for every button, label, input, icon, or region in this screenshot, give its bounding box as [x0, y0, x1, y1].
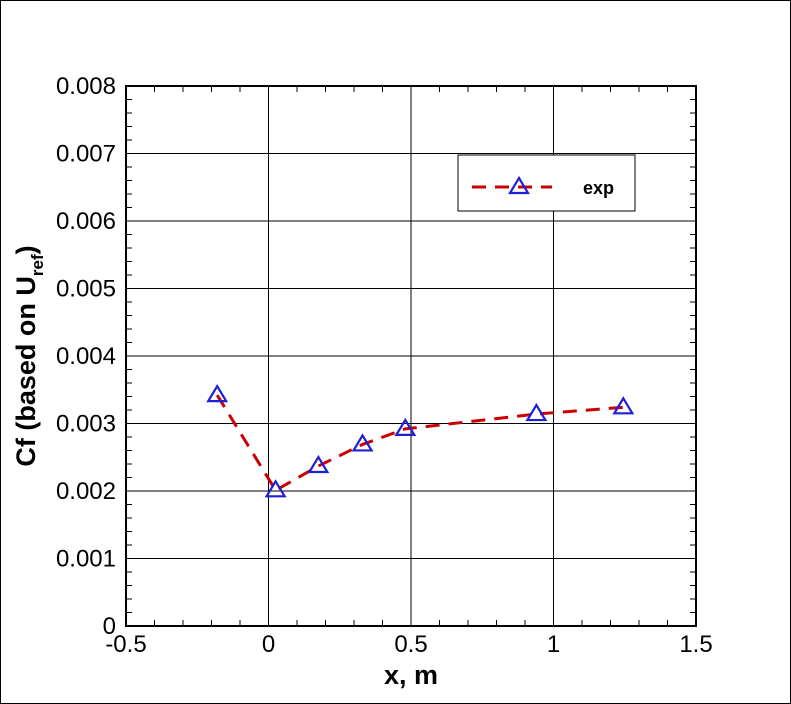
- x-tick-label: 0: [262, 631, 275, 658]
- legend-label: exp: [583, 178, 614, 198]
- y-tick-label: 0.005: [56, 276, 116, 303]
- y-tick-label: 0.004: [56, 343, 116, 370]
- legend-box: [457, 154, 636, 212]
- y-axis-title-main: Cf (based on U: [11, 276, 41, 467]
- y-tick-label: 0.001: [56, 546, 116, 573]
- data-point-triangle: [307, 454, 330, 474]
- y-axis-title-subscript: ref: [28, 254, 47, 276]
- y-tick-label: 0: [103, 613, 116, 640]
- y-axis-title-suffix: ): [11, 245, 41, 254]
- x-tick-label: 0.5: [394, 631, 427, 658]
- x-axis-title: x, m: [384, 660, 438, 690]
- x-tick-label: -0.5: [105, 631, 146, 658]
- plot-area-border: [125, 85, 697, 627]
- x-tick-label: 1: [547, 631, 560, 658]
- y-tick-label: 0.006: [56, 208, 116, 235]
- data-point-triangle: [612, 396, 635, 415]
- x-tick-labels: -0.5 0 0.5 1 1.5: [105, 631, 712, 658]
- series-layer: [206, 384, 635, 498]
- y-tick-label: 0.003: [56, 411, 116, 438]
- x-tick-label: 1.5: [679, 631, 712, 658]
- data-point-triangle: [394, 417, 417, 436]
- y-axis-title: Cf (based on Uref): [11, 245, 47, 466]
- y-tick-labels: 0 0.001 0.002 0.003 0.004 0.005 0.006 0.007 0.00…: [56, 73, 116, 640]
- y-tick-label: 0.002: [56, 478, 116, 505]
- legend: exp: [457, 154, 636, 212]
- data-point-triangle: [525, 402, 548, 422]
- legend-marker-triangle: [508, 175, 530, 195]
- data-point-triangle: [351, 433, 374, 452]
- y-tick-label: 0.008: [56, 73, 116, 100]
- data-point-triangle: [264, 479, 287, 498]
- series-line-exp: [215, 394, 624, 493]
- data-point-triangle: [206, 384, 229, 403]
- y-tick-label: 0.007: [56, 141, 116, 168]
